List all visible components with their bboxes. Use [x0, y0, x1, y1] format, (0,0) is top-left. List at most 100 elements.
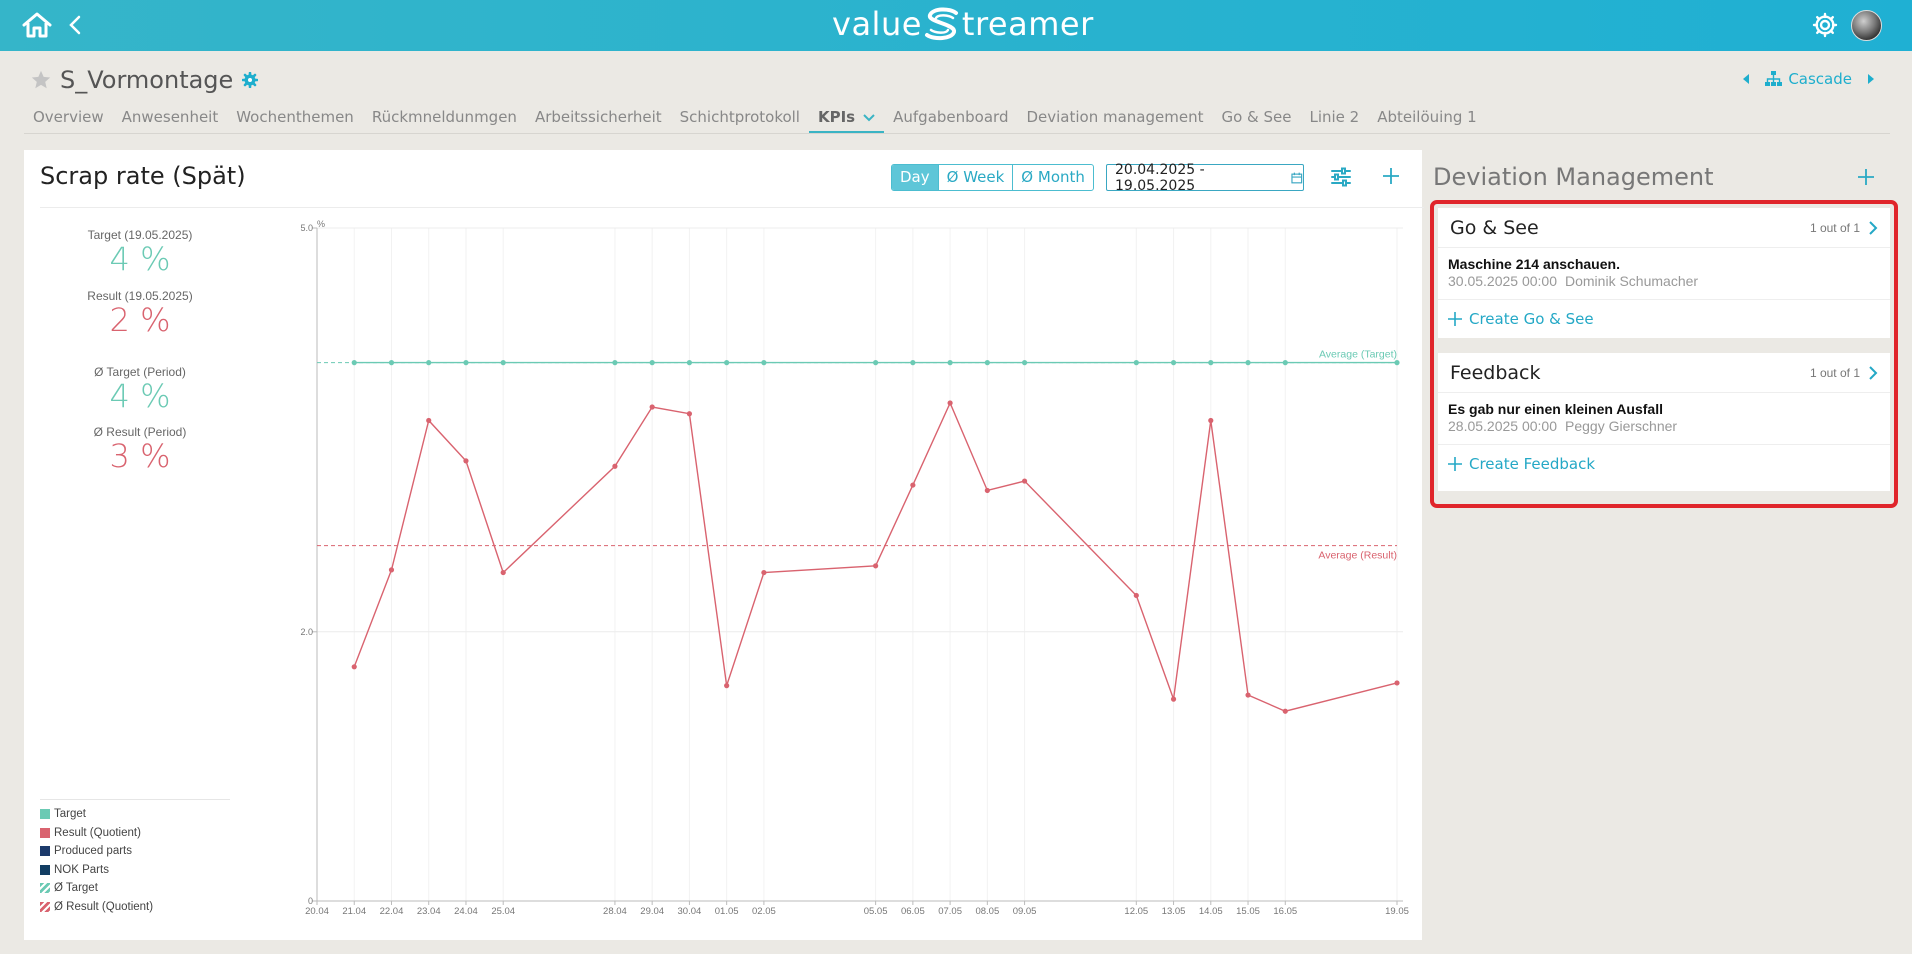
tab-wochenthemen[interactable]: Wochenthemen: [236, 108, 354, 126]
data-point: [1133, 360, 1139, 366]
data-point: [1133, 592, 1139, 599]
legend-item[interactable]: Ø Result (Quotient): [40, 898, 230, 917]
cascade-link[interactable]: Cascade: [1788, 70, 1852, 88]
favorite-star-icon[interactable]: [30, 69, 52, 91]
tab-schichtprotokoll[interactable]: Schichtprotokoll: [679, 108, 800, 126]
x-tick-label: 23.04: [417, 906, 441, 917]
chart-legend: Target Result (Quotient) Produced parts NOK…: [40, 799, 230, 916]
x-tick-label: 19.05: [1385, 906, 1409, 917]
legend-label: Ø Target: [54, 882, 98, 895]
data-point: [1282, 708, 1288, 714]
data-point: [388, 567, 395, 573]
tab-aufgabenboard[interactable]: Aufgabenboard: [893, 108, 1009, 126]
tab-go-see[interactable]: Go & See: [1221, 108, 1292, 126]
x-tick-label: 20.04: [305, 906, 329, 917]
chevron-down-icon[interactable]: [863, 114, 875, 122]
data-point: [724, 683, 730, 689]
create-go-see-button[interactable]: Create Go & See: [1438, 300, 1890, 338]
data-point: [1021, 360, 1028, 366]
x-tick-label: 25.04: [491, 906, 515, 917]
x-tick-label: 02.05: [752, 906, 776, 917]
y-unit-label: %: [317, 219, 325, 229]
period-month-button[interactable]: Ø Month: [1012, 165, 1093, 190]
settings-gear-icon[interactable]: [1812, 12, 1838, 38]
deviation-highlight-box: Go & See 1 out of 1 Maschine 214 anschau…: [1430, 200, 1898, 508]
feedback-card: Feedback 1 out of 1 Es gab nur einen kle…: [1438, 353, 1890, 491]
legend-swatch: [40, 809, 50, 820]
feedback-entry-title: Es gab nur einen kleinen Ausfall: [1448, 401, 1663, 417]
x-tick-label: 21.04: [342, 906, 366, 917]
legend-label: NOK Parts: [54, 863, 109, 876]
go-see-header: Go & See 1 out of 1: [1438, 208, 1890, 248]
data-point: [1021, 478, 1028, 484]
period-week-button[interactable]: Ø Week: [937, 165, 1013, 190]
data-point: [351, 360, 357, 366]
legend-item[interactable]: Target: [40, 805, 230, 824]
chevron-right-icon[interactable]: [1868, 220, 1878, 235]
data-point: [500, 360, 506, 366]
legend-swatch: [40, 827, 50, 838]
cascade-prev-icon[interactable]: [1741, 72, 1751, 86]
x-tick-label: 08.05: [975, 906, 999, 917]
legend-item[interactable]: NOK Parts: [40, 861, 230, 880]
legend-item[interactable]: Ø Target: [40, 879, 230, 898]
tab-arbeitssicherheit[interactable]: Arbeitssicherheit: [534, 108, 662, 126]
hierarchy-icon[interactable]: [1765, 71, 1783, 87]
data-point: [1394, 360, 1400, 366]
go-see-entry-title: Maschine 214 anschauen.: [1448, 256, 1620, 272]
kpi-title: Scrap rate (Spät): [40, 162, 246, 190]
create-feedback-button[interactable]: Create Feedback: [1438, 445, 1890, 483]
tab-abteilung-1[interactable]: Abteilöuing 1: [1377, 108, 1477, 126]
legend-item[interactable]: Result (Quotient): [40, 824, 230, 843]
home-icon[interactable]: [22, 12, 52, 38]
user-avatar[interactable]: [1851, 10, 1882, 41]
stat-target-day: Target (19.05.2025) 4 %: [40, 228, 240, 276]
go-see-entry[interactable]: Maschine 214 anschauen. 30.05.2025 00:00…: [1438, 248, 1890, 300]
x-tick-label: 16.05: [1273, 906, 1297, 917]
stat-value: 2 %: [109, 301, 171, 339]
date-range-picker[interactable]: 20.04.2025 - 19.05.2025: [1106, 161, 1304, 194]
add-deviation-icon[interactable]: [1857, 168, 1875, 186]
date-range-value: 20.04.2025 - 19.05.2025: [1115, 161, 1205, 194]
legend-label: Ø Result (Quotient): [54, 900, 154, 913]
legend-item[interactable]: Produced parts: [40, 842, 230, 861]
stat-result-day: Result (19.05.2025) 2 %: [40, 289, 240, 337]
chart-settings-icon[interactable]: [1330, 166, 1352, 188]
tab-rueckmeldungen[interactable]: Rückmneldunmgen: [371, 108, 517, 126]
plus-icon: [1448, 312, 1462, 326]
data-point: [1170, 360, 1177, 366]
tab-linie-2[interactable]: Linie 2: [1309, 108, 1360, 126]
x-tick-label: 13.05: [1162, 906, 1186, 917]
stat-label: Ø Target (Period): [94, 365, 186, 379]
legend-swatch: [40, 883, 50, 894]
data-point: [1208, 360, 1214, 366]
create-go-see-label: Create Go & See: [1469, 310, 1594, 328]
data-point: [873, 563, 879, 569]
data-point: [612, 463, 618, 469]
back-icon[interactable]: [67, 14, 83, 36]
tab-deviation-management[interactable]: Deviation management: [1026, 108, 1204, 126]
tab-overview[interactable]: Overview: [33, 108, 104, 126]
feedback-header: Feedback 1 out of 1: [1438, 353, 1890, 393]
period-selector: Day Ø Week Ø Month: [891, 164, 1094, 191]
data-point: [1170, 696, 1177, 702]
feedback-entry[interactable]: Es gab nur einen kleinen Ausfall 28.05.2…: [1438, 393, 1890, 445]
go-see-count: 1 out of 1: [1809, 220, 1860, 235]
board-settings-gear-icon[interactable]: [242, 72, 259, 88]
legend-swatch: [40, 864, 50, 875]
x-tick-label: 01.05: [715, 906, 739, 917]
logo-s-icon: [924, 7, 958, 41]
tab-kpis[interactable]: KPIs: [808, 106, 885, 134]
data-point: [910, 360, 916, 366]
data-point: [426, 417, 432, 424]
data-point: [612, 360, 618, 366]
x-tick-label: 29.04: [640, 906, 664, 917]
calendar-icon: [1291, 172, 1303, 183]
period-day-button[interactable]: Day: [892, 165, 938, 190]
chevron-right-icon[interactable]: [1868, 365, 1878, 380]
data-point: [984, 360, 990, 366]
logo-text-right: treamer: [961, 5, 1094, 43]
add-kpi-icon[interactable]: [1382, 167, 1400, 185]
cascade-next-icon[interactable]: [1866, 72, 1876, 86]
tab-anwesenheit[interactable]: Anwesenheit: [121, 108, 219, 126]
